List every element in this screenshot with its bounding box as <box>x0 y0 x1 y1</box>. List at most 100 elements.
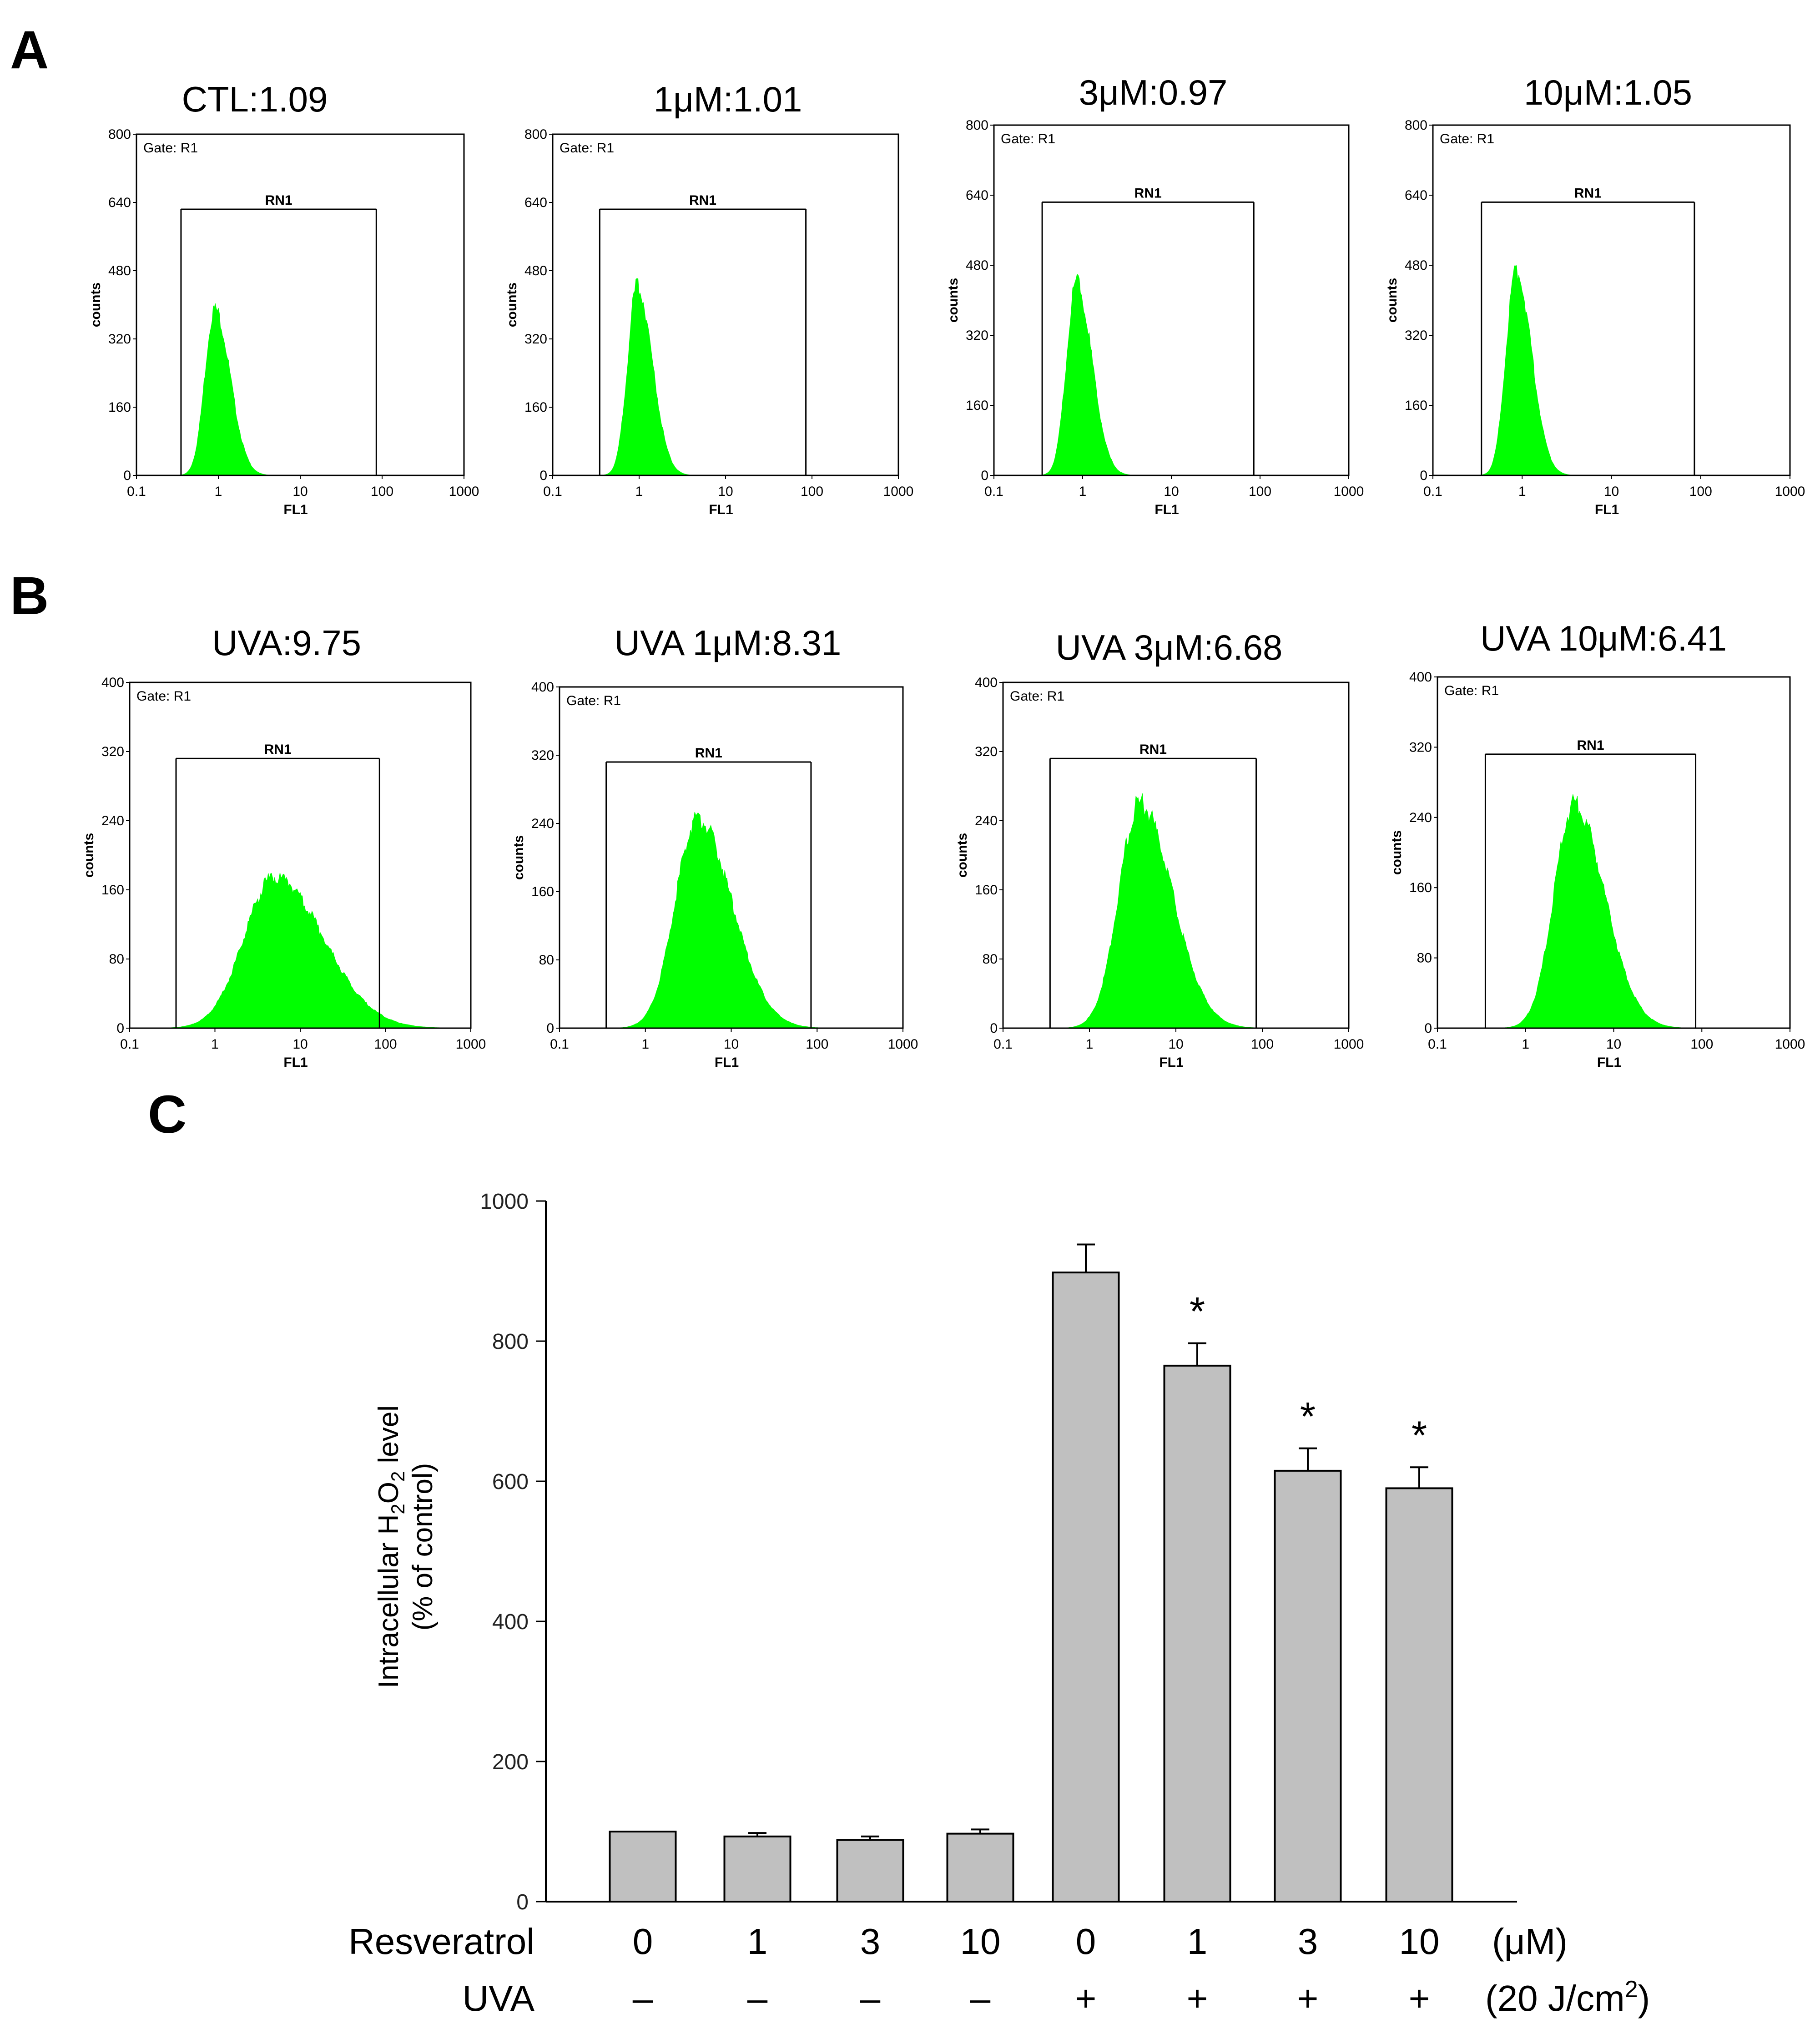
y-tick-label: 0 <box>546 1021 554 1036</box>
x-tick-label: 0.1 <box>1428 1037 1447 1052</box>
unit-part: 2 <box>1625 1976 1638 2003</box>
x-tick-label: 100 <box>1690 1037 1713 1052</box>
bar <box>836 1839 904 1903</box>
condition-value: 10 <box>960 1921 1001 1962</box>
condition-unit-resveratrol: (μM) <box>1492 1921 1568 1962</box>
marker-label: RN1 <box>1574 186 1602 201</box>
y-tick-label: 0 <box>981 468 988 483</box>
bar <box>1274 1469 1342 1903</box>
y-axis-label-part: 2 <box>387 1471 408 1482</box>
x-tick-label: 0.1 <box>120 1037 139 1052</box>
histogram-title: 10μM:1.05 <box>1524 72 1692 112</box>
x-tick-label: 100 <box>1249 484 1271 499</box>
x-tick-label: 1 <box>1079 484 1087 499</box>
gate-label: Gate: R1 <box>136 689 191 704</box>
x-tick-label: 0.1 <box>543 484 562 499</box>
histogram-title: CTL:1.09 <box>182 79 328 119</box>
histogram-title: 1μM:1.01 <box>654 79 802 119</box>
x-tick-label: 1 <box>1086 1037 1094 1052</box>
histogram-fill <box>130 873 471 1029</box>
y-tick-label: 640 <box>108 195 131 210</box>
histogram-ctl: CTL:1.09 Gate: R1 RN1 0 160 320 480 640 800 0.1 1 1… <box>88 79 479 517</box>
y-tick-label: 640 <box>524 195 547 210</box>
bar <box>1052 1272 1120 1903</box>
x-tick-label: 0.1 <box>550 1037 569 1052</box>
condition-value: – <box>747 1978 768 2019</box>
x-tick-label: 10 <box>1164 484 1179 499</box>
condition-value: 0 <box>1076 1921 1096 1962</box>
y-tick-label: 160 <box>531 884 554 899</box>
marker-label: RN1 <box>1139 742 1167 757</box>
y-tick-label: 480 <box>1405 258 1427 273</box>
x-tick-label: 100 <box>1689 484 1712 499</box>
bar-y-tick-label: 800 <box>492 1330 529 1354</box>
condition-value: + <box>1187 1978 1208 2019</box>
y-tick-label: 80 <box>1417 951 1432 966</box>
y-tick-label: 400 <box>1409 670 1432 685</box>
bar <box>723 1835 792 1903</box>
y-tick-label: 480 <box>108 263 131 278</box>
y-tick-label: 240 <box>975 813 998 828</box>
x-tick-label: 1000 <box>449 484 479 499</box>
histogram-10um: 10μM:1.05 Gate: R1 RN1 0 160 320 480 640 800 0.1 1… <box>1385 72 1805 517</box>
x-tick-label: 0.1 <box>127 484 146 499</box>
y-axis-label: counts <box>504 283 519 327</box>
y-axis-label: counts <box>88 283 103 327</box>
y-axis-label: counts <box>1385 278 1400 323</box>
y-tick-label: 0 <box>539 468 547 483</box>
y-axis-label: counts <box>1389 830 1404 875</box>
condition-value: + <box>1409 1978 1430 2019</box>
panel-label-b: B <box>10 566 49 626</box>
y-axis-label-part: level <box>373 1405 404 1471</box>
gate-label: Gate: R1 <box>1444 683 1499 698</box>
unit-part: (20 J/cm <box>1485 1978 1625 2019</box>
histogram-uva-10um: UVA 10μM:6.41 Gate: R1 RN1 0 80 160 240 320 400 0… <box>1389 618 1805 1070</box>
y-tick-label: 160 <box>1405 398 1427 413</box>
gate-label: Gate: R1 <box>560 141 614 156</box>
x-tick-label: 100 <box>1251 1037 1274 1052</box>
x-tick-label: 10 <box>292 484 308 499</box>
x-tick-label: 100 <box>371 484 393 499</box>
condition-value: – <box>633 1978 653 2019</box>
condition-value: 3 <box>860 1921 881 1962</box>
y-tick-label: 800 <box>108 127 131 142</box>
x-tick-label: 1000 <box>456 1037 486 1052</box>
bar-y-tick-label: 1000 <box>480 1190 529 1214</box>
bar-y-axis-label-line1: Intracellular H2O2 level <box>373 1405 408 1688</box>
y-tick-label: 800 <box>524 127 547 142</box>
y-tick-label: 320 <box>966 328 988 343</box>
y-tick-label: 80 <box>539 953 554 968</box>
bar-y-axis-label-line2: (% of control) <box>407 1463 439 1631</box>
x-tick-label: 0.1 <box>993 1037 1013 1052</box>
bar <box>946 1832 1014 1903</box>
condition-value: – <box>970 1978 991 2019</box>
x-tick-label: 0.1 <box>984 484 1003 499</box>
x-tick-label: 10 <box>718 484 733 499</box>
y-axis-label-part: Intracellular H <box>373 1514 404 1688</box>
condition-value: 1 <box>747 1921 768 1962</box>
x-tick-label: 1 <box>1518 484 1526 499</box>
panel-label-a: A <box>10 20 49 80</box>
y-tick-label: 320 <box>108 332 131 347</box>
y-tick-label: 320 <box>1409 740 1432 755</box>
y-tick-label: 400 <box>101 675 124 690</box>
y-tick-label: 80 <box>983 952 998 967</box>
y-tick-label: 320 <box>975 744 998 759</box>
y-tick-label: 320 <box>101 744 124 759</box>
histogram-title: UVA 10μM:6.41 <box>1480 618 1727 658</box>
histogram-uva-3um: UVA 3μM:6.68 Gate: R1 RN1 0 80 160 240 320 400 0.… <box>955 627 1364 1070</box>
condition-unit-uva: (20 J/cm2) <box>1485 1976 1650 2019</box>
x-tick-label: 10 <box>724 1037 739 1052</box>
x-axis-label: FL1 <box>1595 502 1619 517</box>
y-tick-label: 480 <box>524 263 547 278</box>
bar-y-tick-label: 200 <box>492 1750 529 1774</box>
x-tick-label: 0.1 <box>1423 484 1442 499</box>
x-tick-label: 1000 <box>1334 1037 1364 1052</box>
y-tick-label: 240 <box>1409 810 1432 825</box>
marker-label: RN1 <box>695 746 722 761</box>
marker-label: RN1 <box>1134 186 1162 201</box>
bar-y-tick-label: 600 <box>492 1470 529 1494</box>
condition-value: 1 <box>1187 1921 1208 1962</box>
